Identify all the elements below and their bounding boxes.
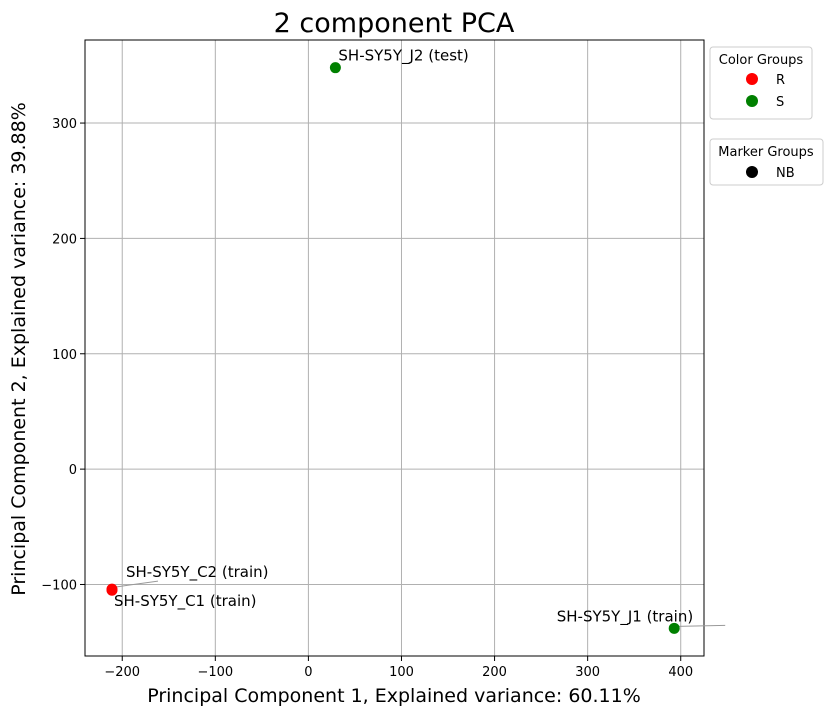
x-tick-label: 400	[668, 665, 693, 680]
x-tick-label: −200	[104, 665, 140, 680]
y-tick-label: 200	[52, 232, 77, 247]
point-leader-line	[677, 624, 726, 627]
legend-marker-nb	[746, 166, 758, 178]
point-label: SH-SY5Y_J1 (train)	[557, 607, 693, 626]
legend-box	[709, 138, 824, 186]
point-leader-line	[114, 580, 159, 588]
chart-title: 2 component PCA	[274, 8, 515, 39]
x-tick-label: −100	[197, 665, 233, 680]
y-axis-label: Principal Component 2, Explained varianc…	[8, 102, 30, 596]
legend-label-r: R	[776, 73, 785, 88]
legend-label-nb: NB	[776, 166, 795, 181]
x-tick-label: 0	[304, 665, 312, 680]
y-tick-label: 300	[52, 117, 77, 132]
legend-marker-r	[746, 73, 758, 85]
point-label: SH-SY5Y_J2 (test)	[338, 47, 468, 66]
annotations: SH-SY5Y_J2 (test) SH-SY5Y_C2 (train) SH-SY…	[114, 47, 726, 627]
x-tick-label: 200	[482, 665, 507, 680]
data-point	[329, 62, 341, 74]
x-tick-label: 100	[389, 665, 414, 680]
x-axis-label: Principal Component 1, Explained varianc…	[147, 685, 641, 707]
legend-marker-s	[746, 95, 758, 107]
x-tick-label: 300	[575, 665, 600, 680]
legend-title: Marker Groups	[718, 145, 814, 160]
y-tick-label: 0	[69, 463, 77, 478]
grid	[85, 40, 704, 656]
y-tick-label: −100	[41, 578, 77, 593]
legend-label-s: S	[776, 95, 784, 110]
legend-box	[709, 46, 813, 120]
plot-frame	[84, 39, 705, 657]
point-label: SH-SY5Y_C1 (train)	[114, 592, 257, 611]
y-tick-label: 100	[52, 348, 77, 363]
data-point	[106, 584, 118, 596]
points	[106, 62, 680, 634]
legend-color-groups: Color Groups R S	[709, 46, 813, 120]
data-point	[668, 622, 680, 634]
ticks: −200 −100 0 100 200 300 400 −100 0 100 200 300	[41, 117, 693, 680]
point-label: SH-SY5Y_C2 (train)	[126, 563, 269, 582]
legend-marker-groups: Marker Groups NB	[709, 138, 824, 186]
legend-title: Color Groups	[719, 53, 804, 68]
